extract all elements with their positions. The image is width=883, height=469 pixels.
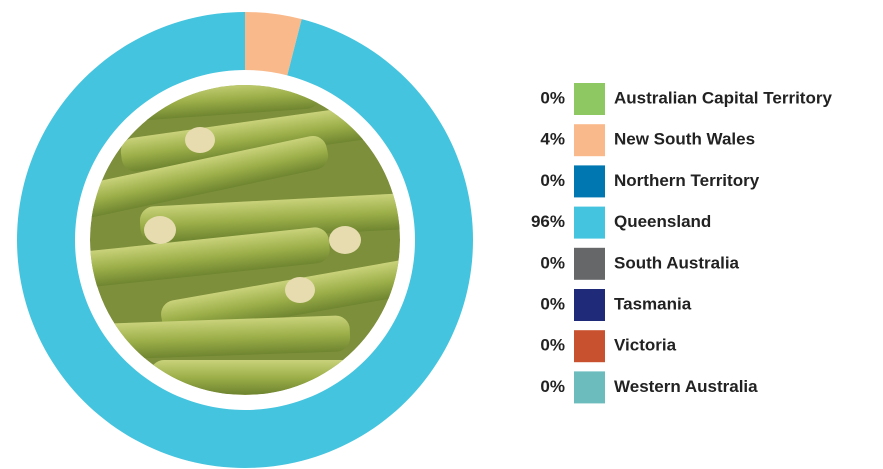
legend-swatch [574, 289, 605, 321]
legend-label: Western Australia [614, 377, 758, 396]
legend-value: 96% [531, 212, 565, 231]
legend-label: New South Wales [614, 130, 755, 149]
legend-swatch [574, 124, 605, 157]
legend-label: Victoria [614, 336, 677, 355]
donut-slice [245, 12, 302, 76]
legend-label: Northern Territory [614, 171, 760, 190]
legend-swatch [574, 83, 605, 115]
legend-value: 0% [540, 294, 565, 313]
legend-label: South Australia [614, 253, 740, 272]
legend-swatch [574, 247, 605, 280]
legend-value: 0% [540, 377, 565, 396]
donut [16, 12, 474, 469]
legend-swatch [574, 371, 605, 404]
legend-swatch [574, 330, 605, 363]
legend-label: Tasmania [614, 294, 692, 313]
legend: 0% Australian Capital Territory 4% New Sout… [531, 83, 832, 404]
legend-value: 4% [540, 130, 565, 149]
legend-value: 0% [540, 253, 565, 272]
legend-value: 0% [540, 88, 565, 107]
legend-label: Australian Capital Territory [614, 88, 832, 107]
legend-value: 0% [540, 336, 565, 355]
center-photo [90, 85, 400, 395]
legend-swatch [574, 206, 605, 239]
legend-swatch [574, 165, 605, 198]
legend-value: 0% [540, 171, 565, 190]
legend-label: Queensland [614, 212, 711, 231]
